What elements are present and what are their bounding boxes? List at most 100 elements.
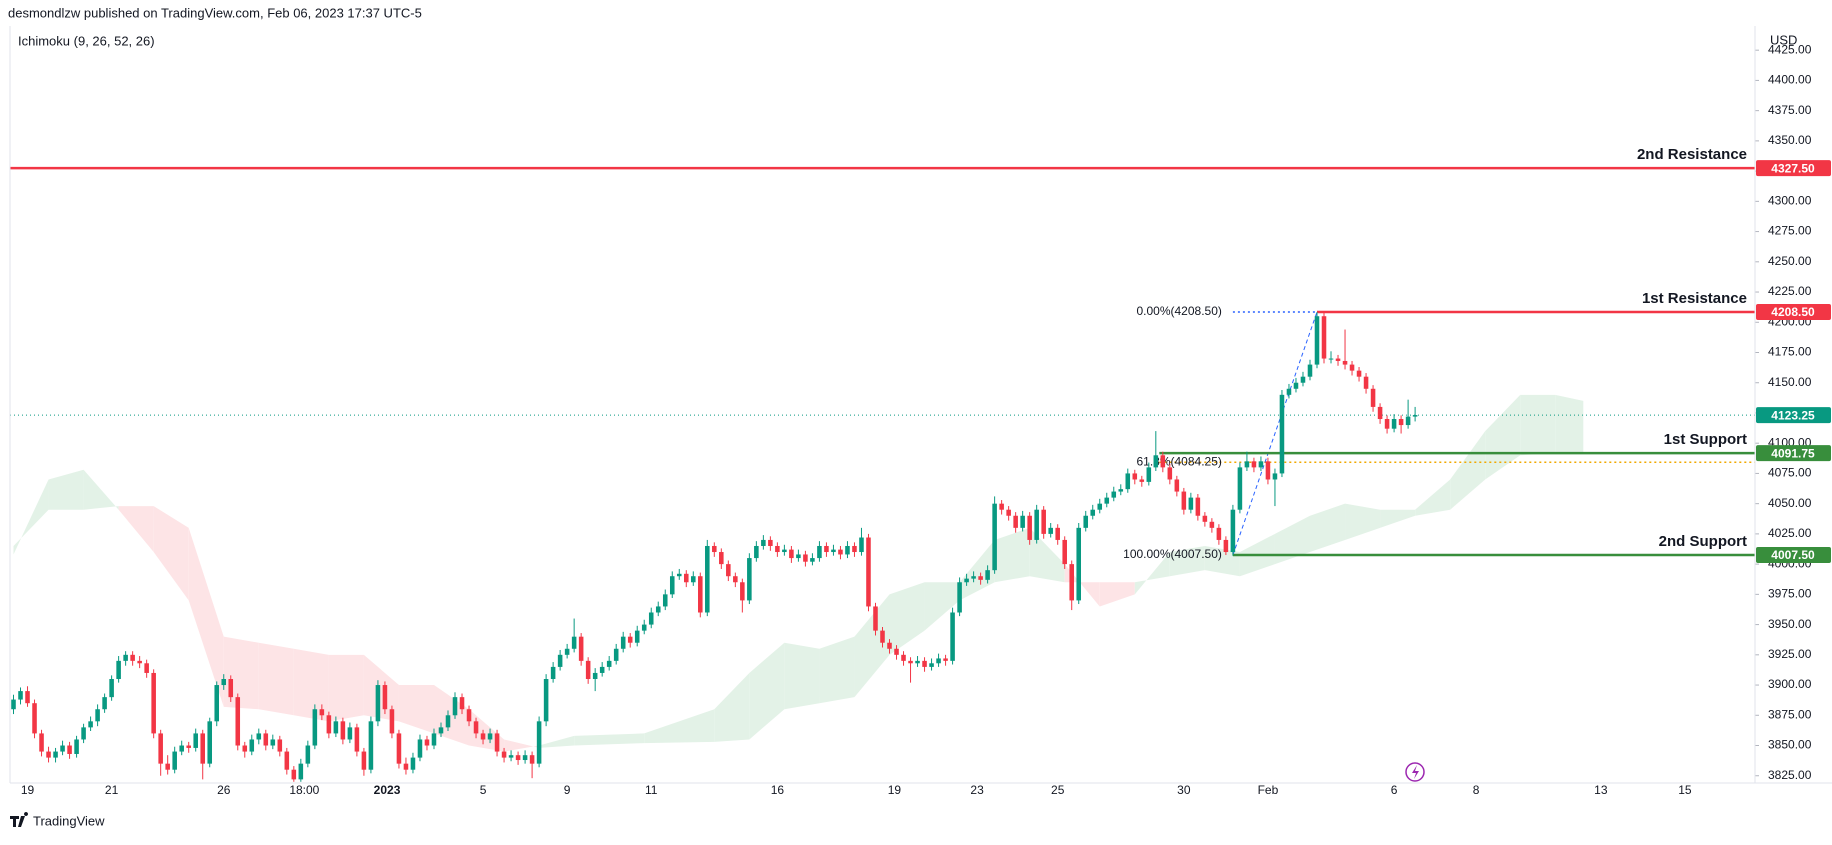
alert-icon[interactable] <box>1405 762 1425 782</box>
x-tick-label: 16 <box>771 783 785 797</box>
candle-body <box>789 549 794 559</box>
cloud-segment <box>1134 552 1170 595</box>
candle-body <box>326 715 332 734</box>
candle-body <box>333 721 339 734</box>
candle-body <box>1146 467 1152 482</box>
levels: 0.00%(4208.50)61.8%(4084.25)100.00%(4007… <box>10 146 1755 561</box>
candle-body <box>1342 360 1348 365</box>
candle-body <box>1181 491 1187 510</box>
candle-body <box>1384 419 1390 429</box>
candle-body <box>810 558 815 562</box>
candle-body <box>487 733 493 740</box>
candle-body <box>950 612 955 661</box>
candle-body <box>669 576 675 595</box>
level-price-tag-bg <box>1756 445 1831 462</box>
candle-body <box>1321 316 1327 359</box>
candle-body <box>25 691 30 704</box>
candle-body <box>494 733 500 752</box>
candle-body <box>824 545 829 553</box>
candle-body <box>410 757 416 770</box>
alert-bolt[interactable] <box>1412 765 1419 779</box>
candle-body <box>971 576 976 579</box>
candle-body <box>235 697 241 746</box>
cloud-segment <box>574 733 645 746</box>
cloud-segment <box>1029 527 1065 583</box>
candle-body <box>887 642 892 649</box>
y-tick-label: 4150.00 <box>1768 375 1812 389</box>
candle-body <box>985 570 990 580</box>
candle-body <box>522 755 528 761</box>
candle-body <box>1265 461 1271 480</box>
candle-body <box>1377 406 1383 420</box>
cloud-segment <box>398 685 434 734</box>
footer: TradingView <box>33 813 105 828</box>
candle-body <box>936 658 941 664</box>
candle-body <box>340 721 346 740</box>
candle-body <box>53 751 58 758</box>
candle-body <box>1209 521 1215 528</box>
tv-logo: TradingView <box>10 812 105 828</box>
candle-body <box>312 709 318 746</box>
level-name: 2nd Support <box>1659 533 1747 550</box>
y-tick-label: 3825.00 <box>1768 768 1812 782</box>
candle-body <box>726 564 731 577</box>
candle-body <box>1237 467 1243 510</box>
candle-body <box>557 654 563 667</box>
x-tick-label: 19 <box>21 783 35 797</box>
ichimoku-cloud <box>13 394 1584 752</box>
candle-body <box>733 576 738 583</box>
candle-body <box>1398 419 1404 426</box>
candle-body <box>1272 473 1278 480</box>
y-tick-label: 4075.00 <box>1768 466 1812 480</box>
last-price-tag-bg <box>1756 407 1831 424</box>
candle-body <box>249 739 255 752</box>
candle-body <box>389 709 395 734</box>
candle-body <box>634 630 640 643</box>
level-price-tag: 4091.75 <box>1771 446 1815 460</box>
x-tick-label: 26 <box>217 783 231 797</box>
candle-body <box>845 545 850 555</box>
candle-body <box>571 636 577 649</box>
candle-body <box>221 679 227 686</box>
candle-body <box>698 576 703 613</box>
fib-label: 0.00%(4208.50) <box>1136 304 1221 318</box>
candle-body <box>747 558 752 601</box>
x-tick-label: 11 <box>645 783 658 797</box>
candle-body <box>1230 509 1236 553</box>
candle-body <box>943 658 948 661</box>
candle-body <box>1069 564 1074 601</box>
y-tick-label: 4425.00 <box>1768 42 1812 56</box>
candle-body <box>116 660 121 680</box>
level-price-tag: 4208.50 <box>1771 305 1815 319</box>
candle-body <box>705 545 710 613</box>
level-price-tag-bg <box>1756 303 1831 320</box>
candle-body <box>396 733 402 764</box>
candle-body <box>613 648 619 661</box>
candle-body <box>1174 479 1180 492</box>
candle-body <box>929 663 934 667</box>
x-tick-label: 5 <box>480 783 487 797</box>
candle-body <box>564 648 570 655</box>
alert-circle[interactable] <box>1405 762 1425 782</box>
candle-body <box>1356 370 1362 377</box>
candle-body <box>445 715 451 728</box>
candle-body <box>417 739 423 758</box>
candle-body <box>817 545 822 559</box>
candle-body <box>382 685 388 710</box>
candle-body <box>165 763 170 770</box>
cloud-segment <box>1555 394 1584 453</box>
candle-body <box>978 576 983 580</box>
candle-body <box>1076 527 1082 601</box>
candle-body <box>992 503 997 571</box>
candle-body <box>1244 461 1250 468</box>
candle-body <box>768 539 773 546</box>
cloud-segment <box>1520 394 1556 456</box>
candle-body <box>775 545 780 553</box>
y-tick-label: 3875.00 <box>1768 707 1812 721</box>
x-tick-label: 2023 <box>374 783 401 797</box>
candle-body <box>1279 394 1285 474</box>
candle-body <box>1013 515 1018 528</box>
fib-trend <box>1232 311 1318 556</box>
cloud-segment <box>749 642 785 740</box>
